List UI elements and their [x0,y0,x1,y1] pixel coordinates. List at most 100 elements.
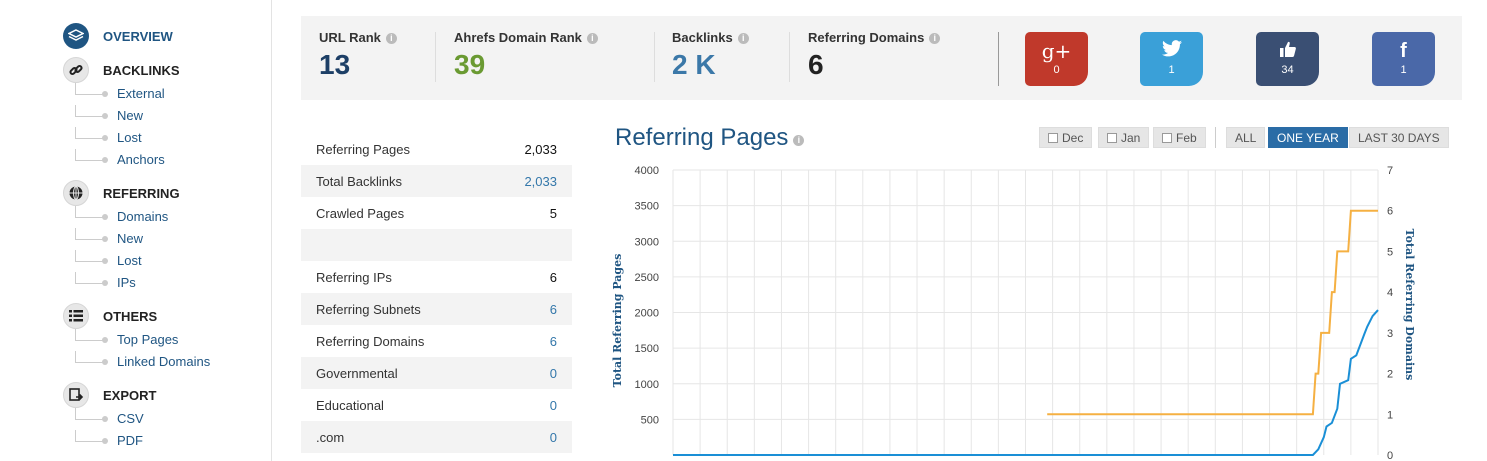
filter-checkbox-jan[interactable]: Jan [1098,127,1150,148]
row-value[interactable]: 6 [549,301,557,317]
row-value[interactable]: 0 [549,429,557,445]
divider [998,32,999,86]
facebook-like-button[interactable]: 34 [1256,32,1319,86]
chart-title-text: Referring Pages [615,124,789,151]
metrics-table: Referring Pages 2,033 Total Backlinks 2,033… [301,133,572,453]
series-line-0 [673,309,1379,456]
filter-checkbox-dec[interactable]: Dec [1039,127,1093,148]
stat-label: Backlinks [672,30,733,45]
row-label: Crawled Pages [316,205,405,221]
sidebar-item-external[interactable]: External [75,83,180,105]
info-icon[interactable]: i [793,135,805,146]
twitter-button[interactable]: 1 [1140,32,1203,86]
thumbs-up-icon [1256,40,1319,62]
sidebar-section-label: EXPORT [103,387,157,403]
sidebar-item-csv[interactable]: CSV [75,408,156,430]
stat-label: URL Rank [319,30,381,45]
table-row: Educational 0 [301,389,572,421]
sidebar-item-linked-domains[interactable]: Linked Domains [75,351,210,373]
checkbox-icon[interactable] [1162,133,1172,143]
globe-icon [63,180,89,206]
row-value: 6 [549,269,557,285]
y-right-tick-label: 3 [1387,328,1393,340]
checkbox-icon[interactable] [1107,133,1117,143]
filter-checkbox-feb[interactable]: Feb [1153,127,1206,148]
range-last-30-days-button[interactable]: LAST 30 DAYS [1349,127,1449,148]
y-right-tick-label: 4 [1387,287,1393,299]
sidebar-section-referring[interactable]: REFERRING Domains New Lost IPs [63,180,180,294]
sidebar-item-lost-backlinks[interactable]: Lost [75,127,180,149]
sidebar-item-lost-referring[interactable]: Lost [75,250,180,272]
y-right-axis-title: Total Referring Domains [1403,229,1416,381]
sidebar-section-label: BACKLINKS [103,62,180,78]
y-left-tick-label: 500 [641,414,659,426]
stat-value: 13 [319,49,351,80]
y-left-axis-title: Total Referring Pages [611,254,624,388]
referring-pages-chart: 500 1000 1500 2000 2500 3000 3500 4000 0 1 2 3 4 5 6 7 T… [611,165,1416,461]
divider [654,32,655,82]
sidebar-section-export[interactable]: EXPORT CSV PDF [63,382,156,452]
row-label: Referring IPs [316,269,392,285]
share-count: 0 [1053,64,1060,76]
sidebar-item-domains[interactable]: Domains [75,206,180,228]
sidebar-item-new-backlinks[interactable]: New [75,105,180,127]
row-label: Referring Pages [316,141,410,157]
twitter-icon [1140,40,1203,62]
sidebar-section-label: REFERRING [103,185,180,201]
info-icon[interactable]: i [385,33,397,44]
y-right-tick-label: 7 [1387,165,1393,177]
y-left-tick-label: 2500 [635,272,659,284]
y-left-tick-label: 3000 [635,236,659,248]
series-line-1 [1047,209,1378,416]
sidebar-section-backlinks[interactable]: BACKLINKS External New Lost Anchors [63,57,180,171]
row-value[interactable]: 0 [549,365,557,381]
table-row: Referring Subnets 6 [301,293,572,325]
sidebar-item-ips[interactable]: IPs [75,272,180,294]
sidebar-item-anchors[interactable]: Anchors [75,149,180,171]
row-value[interactable]: 0 [549,397,557,413]
stat-value: 39 [454,49,486,80]
info-icon[interactable]: i [929,33,941,44]
info-icon[interactable]: i [737,33,749,44]
facebook-icon: f [1400,40,1407,62]
y-left-tick-label: 1500 [635,343,659,355]
stat-domain-rank: Ahrefs Domain Rank i 39 [454,30,598,81]
table-row [301,229,572,261]
share-count: 1 [1400,64,1407,76]
row-label: Governmental [316,365,398,381]
sidebar-item-top-pages[interactable]: Top Pages [75,329,210,351]
filter-label: Dec [1062,131,1084,145]
checkbox-icon[interactable] [1048,133,1058,143]
y-right-tick-label: 2 [1387,369,1393,381]
chart-title: Referring Pages i [615,124,805,152]
divider [435,32,436,82]
share-count: 1 [1168,64,1175,76]
filter-label: Jan [1121,131,1141,145]
range-one-year-button[interactable]: ONE YEAR [1268,127,1348,148]
range-all-button[interactable]: ALL [1226,127,1266,148]
list-icon [63,303,89,329]
filter-label: Feb [1176,131,1197,145]
info-icon[interactable]: i [586,33,598,44]
row-value[interactable]: 6 [549,333,557,349]
sidebar-item-new-referring[interactable]: New [75,228,180,250]
google-plus-icon: g+ [1041,39,1072,63]
stat-value: 6 [808,49,824,80]
table-row: Referring IPs 6 [301,261,572,293]
sidebar-section-overview[interactable]: OVERVIEW [63,23,173,49]
row-label: .com [316,429,345,445]
y-right-tick-label: 0 [1387,450,1393,461]
y-right-tick-label: 6 [1387,206,1393,218]
table-row: .com 0 [301,421,572,453]
sidebar-item-pdf[interactable]: PDF [75,430,156,452]
link-icon [63,57,89,83]
sidebar-section-others[interactable]: OTHERS Top Pages Linked Domains [63,303,210,373]
row-value[interactable]: 2,033 [524,173,557,189]
table-row: Governmental 0 [301,357,572,389]
stat-referring-domains: Referring Domains i 6 [808,30,941,81]
stat-backlinks: Backlinks i 2 K [672,30,749,81]
row-value: 5 [549,205,557,221]
facebook-button[interactable]: f 1 [1372,32,1435,86]
google-plus-button[interactable]: g+ 0 [1025,32,1088,86]
layers-icon [63,23,89,49]
